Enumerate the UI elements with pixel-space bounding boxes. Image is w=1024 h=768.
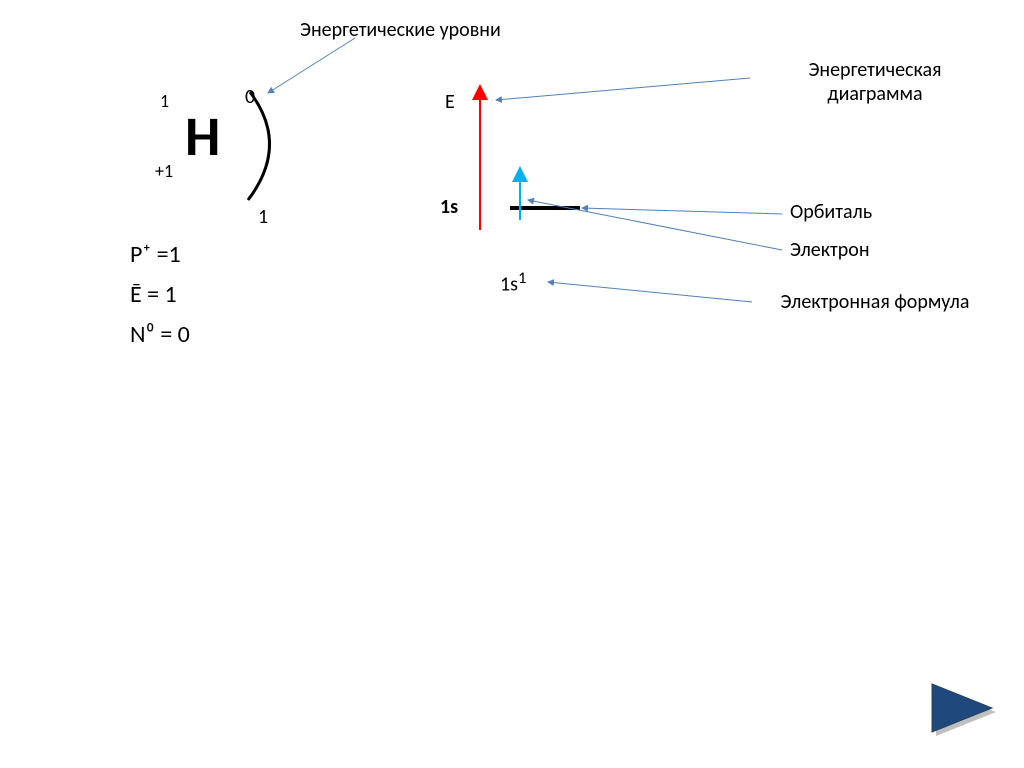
orbital-label: Орбиталь	[790, 200, 872, 224]
electron-label: Электрон	[790, 238, 870, 262]
play-icon	[930, 682, 1000, 738]
orbital-1s-label: 1s	[440, 195, 458, 219]
electron-count: Ē = 1	[130, 280, 177, 309]
mass-number: 1	[160, 90, 169, 112]
shell-electron-count: 1	[258, 205, 268, 229]
callout-to-diagram	[496, 78, 750, 100]
energy-levels-label: Энергетические уровни	[300, 18, 501, 42]
diagram-svg	[0, 0, 1024, 768]
energy-axis-label: E	[445, 90, 455, 114]
callout-to-orbital	[582, 208, 782, 214]
proton-count: P⁺ =1	[130, 240, 181, 269]
callout-to-formula	[548, 282, 752, 302]
electron-formula-label: Электронная формула	[760, 290, 990, 314]
play-button[interactable]	[930, 682, 1000, 738]
energy-diagram-label: Энергетическая диаграмма	[760, 58, 990, 106]
callout-to-electron	[528, 200, 782, 250]
charge-label: 0	[245, 85, 255, 109]
electron-formula-sup: 1	[518, 268, 526, 288]
element-symbol: H	[185, 103, 220, 171]
electron-formula-base: 1s	[500, 273, 518, 297]
electron-formula-value: 1s1	[500, 268, 526, 297]
atomic-number: +1	[155, 160, 173, 182]
neutron-count: N⁰ = 0	[130, 320, 190, 349]
callout-to-levels	[268, 38, 355, 93]
